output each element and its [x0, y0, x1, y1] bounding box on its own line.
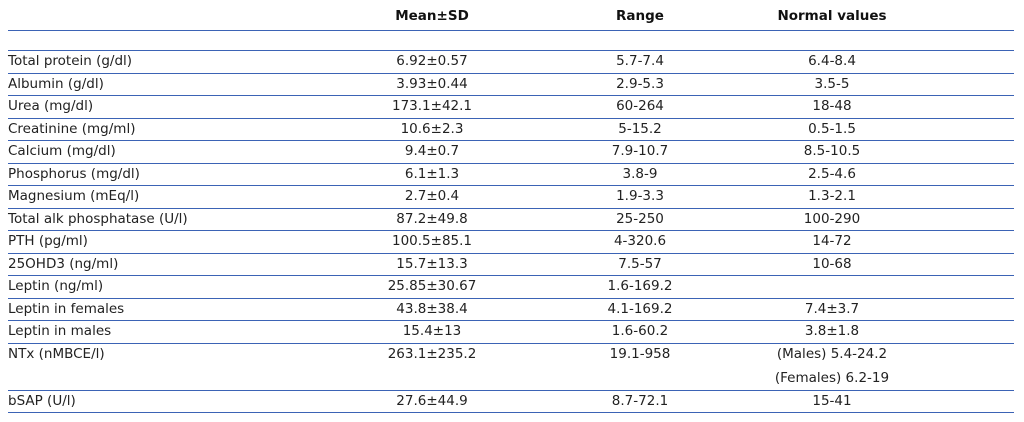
- table-cell: 60-264: [616, 98, 664, 114]
- table-cell: 2.9-5.3: [616, 75, 664, 92]
- row-label: Leptin in females: [8, 300, 125, 317]
- row-rule: [8, 117, 1014, 119]
- column-header: Normal values: [777, 8, 887, 24]
- row-rule: [8, 50, 1014, 51]
- row-rule: [8, 252, 1014, 254]
- row-rule: [8, 297, 1014, 299]
- table-cell: 87.2±49.8: [396, 210, 468, 227]
- table-cell: 0.5-1.5: [808, 120, 856, 137]
- table-cell: (Females) 6.2-19: [774, 369, 890, 386]
- row-rule: [8, 389, 1014, 391]
- table-cell: 5.7-7.4: [616, 53, 664, 69]
- table-cell: 6.1±1.3: [404, 165, 460, 182]
- table-cell: 6.4-8.4: [808, 53, 856, 69]
- table-cell: (Males) 5.4-24.2: [776, 345, 888, 362]
- table-cell: 3.5-5: [814, 75, 850, 92]
- table-cell: 100.5±85.1: [391, 233, 473, 249]
- table-cell: 8.7-72.1: [611, 392, 669, 409]
- column-header: Range: [616, 8, 664, 24]
- row-label: Total protein (g/dl): [8, 53, 133, 69]
- row-label: Calcium (mg/dl): [8, 143, 116, 159]
- row-label: NTx (nMBCE/l): [8, 345, 105, 362]
- row-rule: [8, 140, 1014, 141]
- row-rule: [8, 412, 1014, 413]
- column-header: Mean±SD: [395, 8, 469, 24]
- table-cell: 3.93±0.44: [396, 75, 468, 92]
- table-cell: 1.3-2.1: [808, 188, 856, 204]
- row-label: 25OHD3 (ng/ml): [8, 255, 119, 272]
- table-cell: 14-72: [812, 233, 852, 249]
- row-label: PTH (pg/ml): [8, 233, 88, 249]
- table-cell: 10.6±2.3: [400, 120, 464, 137]
- row-rule: [8, 275, 1014, 276]
- table-cell: 7.4±3.7: [804, 300, 860, 317]
- table-cell: 7.5-57: [618, 255, 662, 272]
- table-cell: 7.9-10.7: [611, 143, 669, 159]
- table-cell: 173.1±42.1: [391, 98, 473, 114]
- row-rule: [8, 230, 1014, 231]
- row-label: Urea (mg/dl): [8, 98, 94, 114]
- table-cell: 4-320.6: [613, 233, 667, 249]
- row-label: Total alk phosphatase (U/l): [8, 210, 188, 227]
- table-cell: 18-48: [812, 98, 852, 114]
- row-rule: [8, 30, 1014, 31]
- row-label: Leptin in males: [8, 323, 112, 339]
- table-cell: 43.8±38.4: [396, 300, 468, 317]
- table-cell: 2.5-4.6: [808, 165, 856, 182]
- row-label: Magnesium (mEq/l): [8, 188, 140, 204]
- row-label: Phosphorus (mg/dl): [8, 165, 140, 182]
- table-cell: 10-68: [812, 255, 852, 272]
- table-cell: 6.92±0.57: [396, 53, 468, 69]
- table-cell: 1.6-169.2: [607, 278, 673, 294]
- row-rule: [8, 162, 1014, 164]
- table-cell: 3.8-9: [622, 165, 658, 182]
- row-rule: [8, 72, 1014, 74]
- row-label: Creatinine (mg/ml): [8, 120, 136, 137]
- table-cell: 3.8±1.8: [804, 323, 860, 339]
- table-cell: 100-290: [803, 210, 861, 227]
- table-cell: 15.4±13: [402, 323, 462, 339]
- table-cell: 15.7±13.3: [396, 255, 468, 272]
- row-rule: [8, 342, 1014, 344]
- row-label: Albumin (g/dl): [8, 75, 104, 92]
- table-cell: 4.1-169.2: [607, 300, 673, 317]
- table-cell: 8.5-10.5: [803, 143, 861, 159]
- table-cell: 263.1±235.2: [387, 345, 477, 362]
- table-cell: 1.6-60.2: [611, 323, 669, 339]
- row-rule: [8, 207, 1014, 209]
- table-cell: 19.1-958: [609, 345, 671, 362]
- table-cell: 25-250: [616, 210, 664, 227]
- table-cell: 5-15.2: [618, 120, 662, 137]
- table-cell: 2.7±0.4: [404, 188, 460, 204]
- row-rule: [8, 320, 1014, 321]
- table-cell: 1.9-3.3: [616, 188, 664, 204]
- row-rule: [8, 95, 1014, 96]
- table-cell: 25.85±30.67: [387, 278, 477, 294]
- row-label: bSAP (U/l): [8, 392, 76, 409]
- row-rule: [8, 185, 1014, 186]
- row-label: Leptin (ng/ml): [8, 278, 104, 294]
- table-cell: 9.4±0.7: [404, 143, 460, 159]
- table-cell: 15-41: [812, 392, 852, 409]
- table-cell: 27.6±44.9: [396, 392, 468, 409]
